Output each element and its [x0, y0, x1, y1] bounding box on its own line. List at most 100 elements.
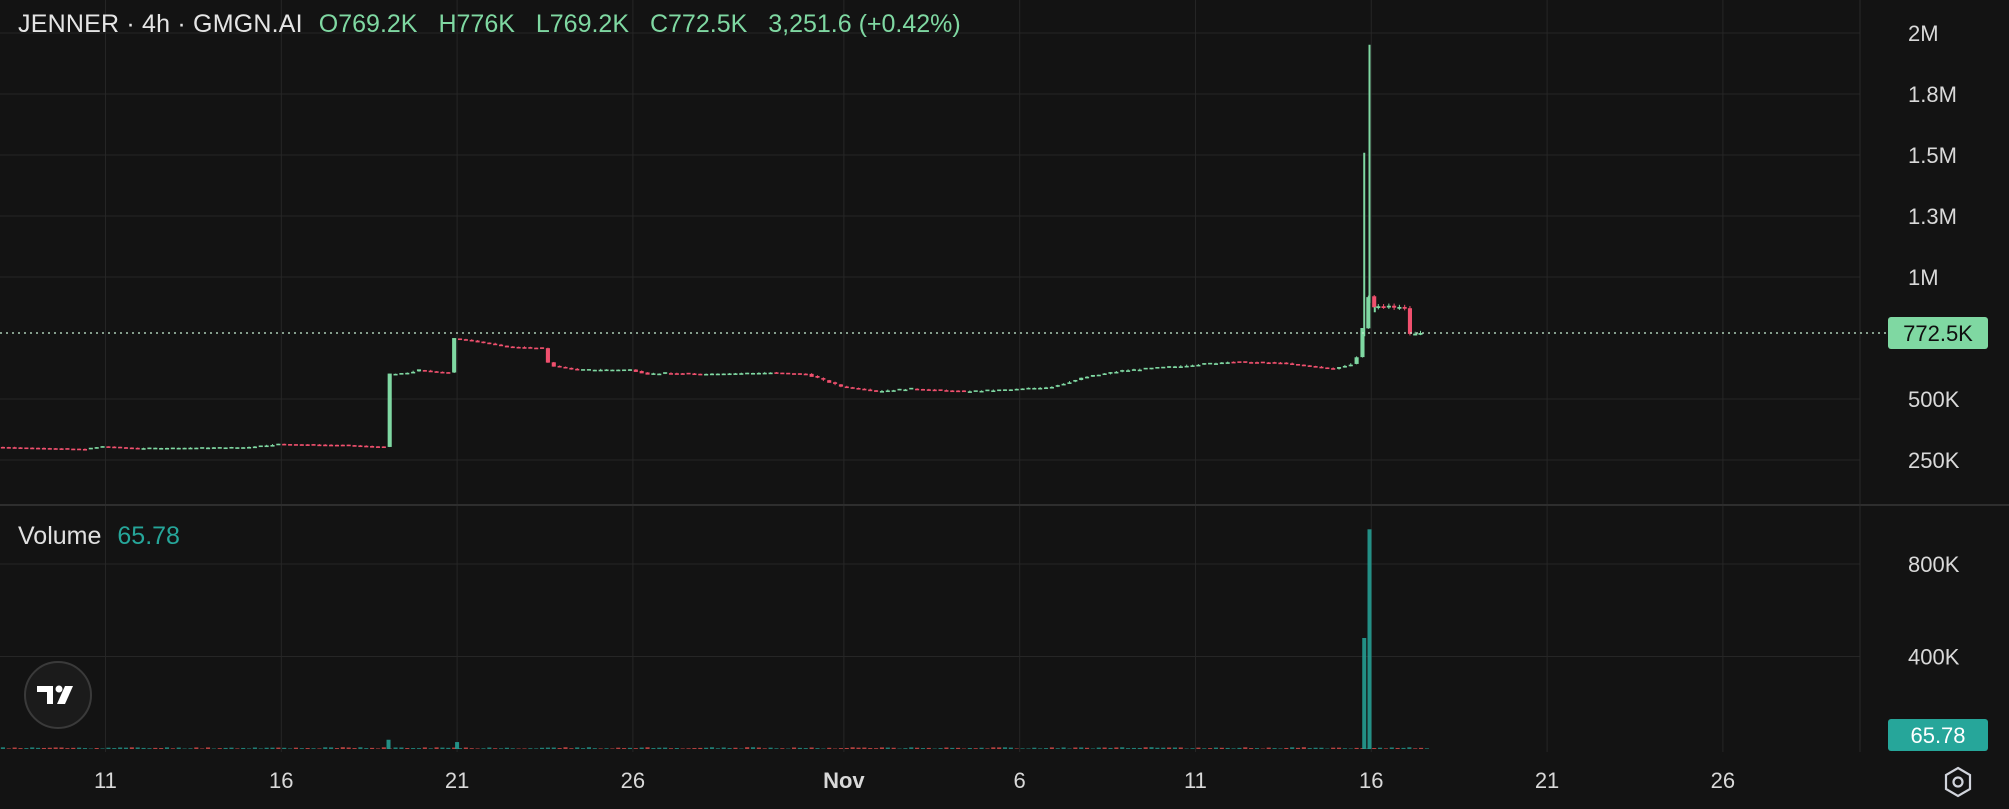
volume-bar: [780, 748, 785, 749]
price-candle: [1366, 297, 1371, 329]
price-pane: [0, 44, 1890, 451]
price-candle: [540, 347, 545, 349]
price-candle: [1026, 387, 1031, 390]
price-candle: [18, 447, 23, 449]
volume-bar: [0, 747, 5, 749]
volume-label[interactable]: Volume: [18, 522, 102, 550]
low-label: L: [535, 10, 550, 38]
volume-bar: [129, 747, 134, 749]
symbol-title[interactable]: JENNER · 4h · GMGN.AI: [18, 10, 303, 38]
price-candle: [1020, 388, 1025, 391]
volume-bar: [36, 747, 41, 749]
volume-bar: [938, 748, 943, 749]
volume-spike-bar: [1362, 638, 1367, 749]
volume-bar: [416, 748, 422, 749]
price-tick-label: 1.8M: [1908, 82, 1957, 107]
price-candle: [270, 445, 275, 447]
volume-bar: [463, 747, 468, 749]
time-tick-label: 16: [269, 768, 293, 793]
price-candle: [862, 388, 867, 391]
volume-bar: [1049, 747, 1054, 749]
last-price-label: 772.5K: [1903, 321, 1973, 346]
price-tick-label: 1.5M: [1908, 143, 1957, 168]
price-candle: [1096, 374, 1101, 377]
volume-bar: [217, 748, 222, 749]
hexagon-settings-icon[interactable]: [1940, 764, 1976, 800]
price-candle: [1278, 362, 1283, 365]
volume-bar: [30, 747, 35, 749]
price-candle: [1237, 361, 1242, 363]
price-candle: [680, 373, 685, 375]
price-candle: [1266, 362, 1271, 365]
price-candle: [1055, 385, 1060, 387]
volume-bar: [645, 747, 650, 749]
volume-bar: [1378, 747, 1383, 749]
volume-bar: [1108, 747, 1113, 749]
volume-spike-bar: [455, 742, 460, 749]
volume-bar: [393, 747, 398, 749]
volume-bar: [106, 747, 111, 749]
price-candle: [1008, 389, 1013, 392]
price-candle: [334, 444, 340, 447]
volume-bar: [1213, 747, 1219, 749]
time-tick-label: 6: [1014, 768, 1026, 793]
price-candle: [510, 346, 515, 349]
volume-bar: [551, 747, 556, 749]
volume-bar: [293, 747, 298, 749]
volume-bar: [59, 747, 64, 749]
price-candle: [868, 389, 873, 392]
price-candle: [299, 444, 304, 446]
price-candle: [1085, 376, 1090, 379]
volume-bar: [1278, 748, 1283, 749]
price-candle: [381, 446, 386, 449]
price-candle: [815, 375, 820, 378]
price-candle: [153, 447, 158, 450]
volume-bar: [1073, 747, 1078, 749]
price-candle: [926, 389, 931, 391]
volume-bar: [200, 748, 205, 749]
volume-bar: [504, 747, 509, 749]
price-candle: [498, 344, 504, 347]
volume-bar: [633, 748, 638, 749]
volume-bar: [24, 748, 29, 749]
volume-bar: [745, 747, 750, 749]
volume-bar: [422, 747, 427, 749]
price-candle: [1014, 388, 1019, 391]
price-candle: [1307, 365, 1312, 367]
volume-bar: [94, 748, 99, 749]
tail-candle: [1397, 306, 1402, 309]
volume-legend: Volume 65.78: [18, 522, 180, 551]
tradingview-logo-icon[interactable]: [24, 661, 92, 729]
volume-bar: [153, 747, 158, 749]
price-candle: [147, 447, 152, 450]
low-value: 769.2K: [549, 10, 630, 38]
volume-bar: [1090, 748, 1095, 749]
volume-bar: [475, 748, 480, 749]
price-candle: [973, 390, 978, 392]
volume-bar: [82, 748, 88, 749]
price-candle: [551, 362, 556, 367]
price-candle: [827, 380, 832, 383]
price-candle: [1313, 366, 1318, 368]
volume-bar: [258, 748, 263, 749]
price-candle: [803, 373, 808, 376]
volume-bar: [428, 748, 433, 749]
price-candle: [323, 444, 328, 447]
price-candle: [217, 447, 222, 449]
price-candle: [1038, 387, 1043, 390]
price-candle: [475, 340, 480, 343]
volume-bar: [844, 747, 849, 749]
price-candle: [956, 390, 961, 393]
price-candle: [516, 346, 521, 349]
price-candle: [668, 373, 674, 375]
price-candle: [118, 446, 123, 449]
price-candle: [411, 371, 416, 374]
price-candle: [821, 378, 826, 380]
last-price-badge: [1888, 317, 1988, 349]
price-axis: 2M 1.8M 1.5M 1.3M 1M 500K 250K 772.5K: [1888, 21, 1988, 473]
volume-bar: [1085, 747, 1090, 749]
price-candle: [844, 386, 849, 389]
volume-bar: [1331, 747, 1336, 749]
volume-bar: [750, 747, 756, 749]
